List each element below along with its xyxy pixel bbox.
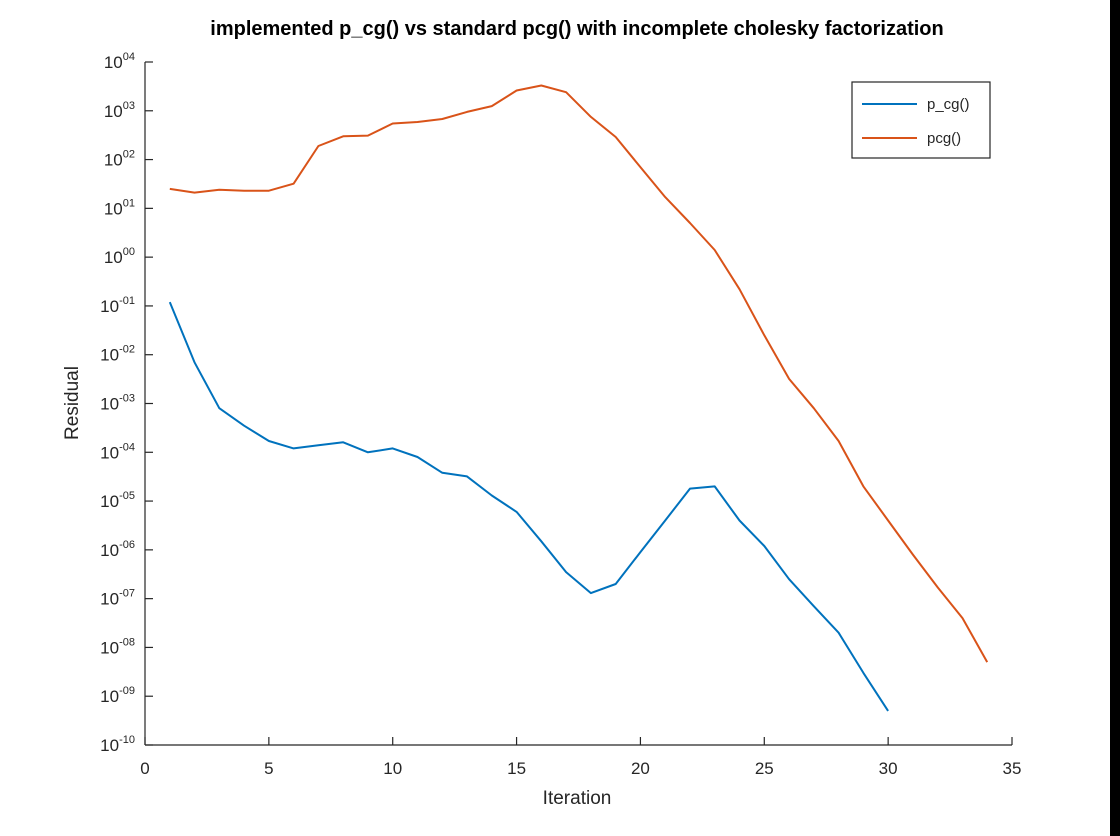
x-tick-label: 35: [1003, 759, 1022, 778]
x-axis-label: Iteration: [543, 788, 612, 809]
legend-label-p-cg: p_cg(): [927, 96, 970, 113]
tick-layer: 0 5 10 15 20 25 30 35 1004 1003 1002 1001 1000 10-01 1…: [100, 51, 1021, 778]
x-tick-label: 5: [264, 759, 273, 778]
legend-label-pcg: pcg(): [927, 130, 961, 147]
y-tick-label: 1002: [104, 149, 135, 170]
legend: p_cg() pcg(): [851, 81, 991, 159]
y-tick-label: 10-04: [100, 441, 135, 462]
y-tick-label: 10-10: [100, 734, 135, 755]
x-tick-label: 15: [507, 759, 526, 778]
x-tick-label: 10: [383, 759, 402, 778]
chart-title: implemented p_cg() vs standard pcg() wit…: [210, 18, 943, 40]
y-tick-label: 1004: [104, 51, 135, 72]
axes-layer: [144, 62, 1012, 746]
x-tick-label: 20: [631, 759, 650, 778]
y-tick-label: 10-06: [100, 539, 135, 560]
y-tick-label: 1001: [104, 197, 135, 218]
y-tick-label: 10-03: [100, 393, 135, 414]
y-tick-label: 10-08: [100, 636, 135, 657]
y-tick-label: 10-05: [100, 490, 135, 511]
x-tick-label: 30: [879, 759, 898, 778]
y-tick-label: 10-09: [100, 685, 135, 706]
y-tick-label: 10-02: [100, 344, 135, 365]
series-layer: [168, 84, 989, 712]
y-tick-label: 10-07: [100, 588, 135, 609]
y-tick-label: 1000: [104, 246, 135, 267]
x-tick-label: 25: [755, 759, 774, 778]
series-line-p-cg: [168, 301, 889, 712]
y-tick-label: 10-01: [100, 295, 135, 316]
legend-box: [851, 81, 991, 159]
series-line-pcg: [169, 84, 989, 663]
y-tick-label: 1003: [104, 100, 135, 121]
y-axis-label: Residual: [62, 366, 83, 440]
x-tick-label: 0: [140, 759, 149, 778]
